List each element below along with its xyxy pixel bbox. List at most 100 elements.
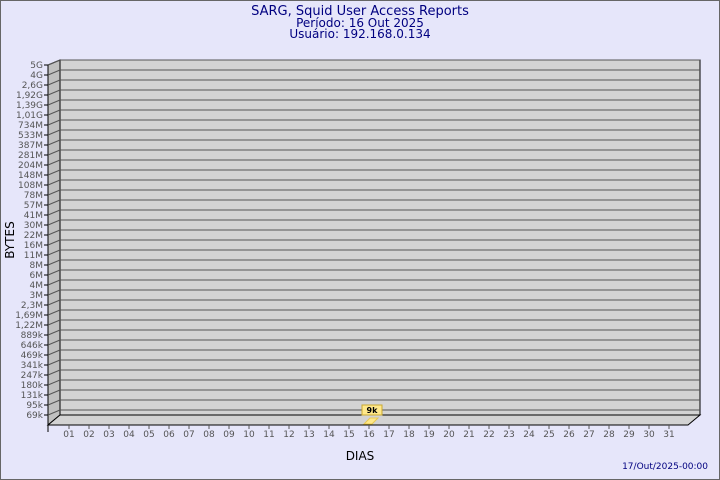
x-tick-label: 22 xyxy=(483,430,494,440)
y-tick-label: 16M xyxy=(24,241,43,251)
gridline-side xyxy=(47,309,61,316)
y-axis-label: BYTES xyxy=(3,221,17,258)
gridline-side xyxy=(47,79,61,86)
y-tick-label: 108M xyxy=(18,181,43,191)
y-tick-label: 646k xyxy=(21,341,44,351)
y-tick-label: 69k xyxy=(26,411,43,421)
chart-period: Período: 16 Out 2025 xyxy=(296,16,424,30)
data-label: 9k xyxy=(367,406,379,415)
chart-title: SARG, Squid User Access Reports xyxy=(251,4,469,19)
gridline-side xyxy=(47,139,61,146)
y-tick-label: 1,01G xyxy=(16,111,43,121)
x-tick-label: 21 xyxy=(463,430,474,440)
x-tick-label: 20 xyxy=(443,430,455,440)
y-tick-label: 57M xyxy=(24,201,43,211)
x-tick-label: 10 xyxy=(243,430,255,440)
x-tick-label: 12 xyxy=(283,430,294,440)
y-tick-label: 4M xyxy=(30,281,44,291)
gridline-side xyxy=(47,229,61,236)
y-tick-label: 4G xyxy=(30,71,43,81)
y-tick-label: 387M xyxy=(18,141,43,151)
chart-user: Usuário: 192.168.0.134 xyxy=(289,27,430,41)
x-tick-label: 19 xyxy=(423,430,435,440)
gridline-side xyxy=(47,59,61,66)
y-tick-label: 1,39G xyxy=(16,101,43,111)
x-tick-label: 29 xyxy=(623,430,635,440)
gridline-side xyxy=(47,179,61,186)
x-tick-label: 04 xyxy=(123,430,135,440)
x-tick-label: 01 xyxy=(63,430,74,440)
y-tick-label: 148M xyxy=(18,171,43,181)
gridline-side xyxy=(47,289,61,296)
x-tick-label: 25 xyxy=(543,430,554,440)
x-tick-label: 07 xyxy=(183,430,194,440)
x-tick-label: 23 xyxy=(503,430,514,440)
y-tick-label: 734M xyxy=(18,121,43,131)
gridline-side xyxy=(47,409,61,416)
bar-day-16 xyxy=(362,417,380,425)
x-tick-label: 02 xyxy=(83,430,94,440)
gridline-side xyxy=(47,149,61,156)
gridline-side xyxy=(47,109,61,116)
x-tick-label: 30 xyxy=(643,430,655,440)
gridline-side xyxy=(47,169,61,176)
y-tick-label: 1,92G xyxy=(16,91,43,101)
x-tick-label: 11 xyxy=(263,430,274,440)
gridline-side xyxy=(47,279,61,286)
gridline-side xyxy=(47,269,61,276)
x-tick-label: 18 xyxy=(403,430,415,440)
gridline-side xyxy=(47,249,61,256)
y-tick-label: 41M xyxy=(24,211,43,221)
y-tick-label: 30M xyxy=(24,221,43,231)
x-tick-label: 08 xyxy=(203,430,215,440)
y-tick-label: 533M xyxy=(18,131,43,141)
gridline-side xyxy=(47,329,61,336)
gridline-side xyxy=(47,219,61,226)
y-tick-label: 247k xyxy=(21,371,44,381)
gridline-side xyxy=(47,199,61,206)
gridline-side xyxy=(47,89,61,96)
y-tick-label: 1,22M xyxy=(15,321,43,331)
back-wall xyxy=(59,59,701,416)
y-tick-label: 3M xyxy=(30,291,44,301)
x-tick-label: 15 xyxy=(343,430,354,440)
y-tick-label: 889k xyxy=(21,331,44,341)
y-tick-label: 8M xyxy=(30,261,44,271)
gridline-side xyxy=(47,129,61,136)
gridline-side xyxy=(47,349,61,356)
x-tick-label: 03 xyxy=(103,430,114,440)
x-tick-label: 14 xyxy=(323,430,335,440)
x-tick-label: 26 xyxy=(563,430,575,440)
y-tick-label: 469k xyxy=(21,351,44,361)
data-label-box xyxy=(361,404,383,416)
y-tick-label: 180k xyxy=(21,381,44,391)
gridline-side xyxy=(47,259,61,266)
x-tick-label: 06 xyxy=(163,430,175,440)
y-tick-label: 131k xyxy=(21,391,44,401)
gridline-side xyxy=(47,399,61,406)
y-tick-label: 5G xyxy=(30,61,43,71)
y-tick-label: 281M xyxy=(18,151,43,161)
gridline-side xyxy=(47,389,61,396)
y-tick-label: 6M xyxy=(30,271,44,281)
generated-timestamp: 17/Out/2025-00:00 xyxy=(622,462,708,472)
x-tick-label: 31 xyxy=(663,430,674,440)
gridline-side xyxy=(47,99,61,106)
y-tick-label: 204M xyxy=(18,161,43,171)
gridline-side xyxy=(47,299,61,306)
gridline-side xyxy=(47,209,61,216)
y-tick-label: 2,6G xyxy=(22,81,43,91)
x-tick-label: 28 xyxy=(603,430,615,440)
x-tick-label: 09 xyxy=(223,430,235,440)
y-tick-label: 22M xyxy=(24,231,43,241)
x-axis-label: DIAS xyxy=(346,449,375,463)
y-tick-label: 11M xyxy=(24,251,43,261)
gridline-side xyxy=(47,239,61,246)
gridline-side xyxy=(47,359,61,366)
y-tick-label: 341k xyxy=(21,361,44,371)
y-tick-label: 1,69M xyxy=(15,311,43,321)
gridline-side xyxy=(47,379,61,386)
gridline-side xyxy=(47,369,61,376)
